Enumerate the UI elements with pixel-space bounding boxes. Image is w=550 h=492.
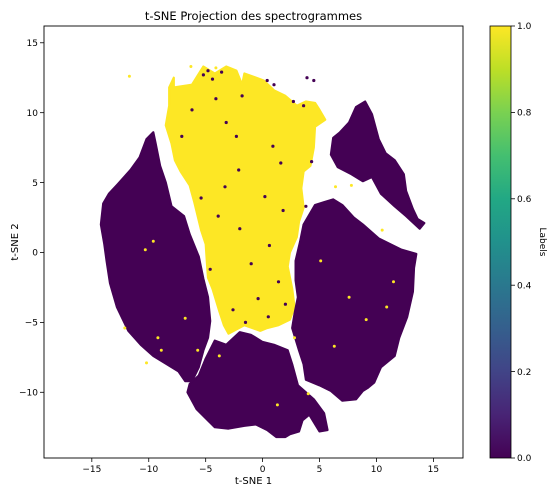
- scatter-point-label-0-18: [249, 262, 253, 266]
- scatter-point-label-1-21: [127, 74, 131, 78]
- scatter-point-label-1-18: [392, 280, 395, 284]
- scatter-point-label-1-25: [181, 165, 185, 169]
- scatter-point-label-0-9: [234, 134, 238, 138]
- x-tick-label: −5: [199, 465, 212, 475]
- x-axis: −15 −10 −5 0 5 10 15: [82, 458, 439, 475]
- scatter-point-label-1-15: [347, 295, 351, 299]
- chart-title: t-SNE Projection des spectrogrammes: [145, 9, 362, 23]
- scatter-point-label-0-34: [243, 320, 248, 324]
- scatter-point-label-1-13: [364, 318, 368, 322]
- scatter-point-label-0-26: [180, 134, 184, 138]
- scatter-point-label-0-1: [206, 69, 210, 73]
- colorbar-tick-label: 0.2: [517, 368, 531, 378]
- scatter-point-label-1-16: [319, 259, 323, 263]
- scatter-point-label-0-32: [312, 78, 316, 83]
- scatter-point-label-1-9: [275, 403, 279, 407]
- scatter-point-label-1-8: [145, 361, 148, 365]
- scatter-point-label-1-19: [349, 183, 353, 187]
- x-tick-label: 5: [317, 465, 323, 475]
- y-tick-label: 10: [27, 109, 39, 119]
- cluster-left-label-0: [99, 131, 212, 383]
- scatter-point-label-1-1: [151, 239, 155, 243]
- x-axis-label: t-SNE 1: [235, 476, 272, 487]
- scatter-point-label-0-8: [224, 120, 228, 125]
- colorbar-tick-label: 0.0: [517, 454, 532, 464]
- scatter-point-label-0-33: [199, 196, 203, 200]
- cluster-center-top-label-1: [164, 65, 327, 335]
- scatter-point-label-0-24: [291, 99, 295, 104]
- scatter-point-label-1-14: [385, 305, 389, 309]
- scatter-point-label-0-23: [302, 104, 306, 108]
- scatter-point-label-1-3: [156, 336, 160, 340]
- colorbar-axis: 0.0 0.2 0.4 0.6 0.8 1.0: [511, 22, 532, 464]
- x-tick-label: −10: [139, 465, 158, 475]
- scatter-point-label-0-31: [305, 76, 309, 80]
- colorbar-label: Labels: [537, 228, 547, 257]
- scatter-point-label-1-6: [196, 348, 200, 352]
- scatter-point-label-0-16: [238, 227, 242, 231]
- scatter-point-label-1-17: [380, 228, 384, 232]
- scatter-point-label-0-2: [210, 77, 215, 81]
- scatter-point-label-1-12: [332, 344, 336, 348]
- scatter-point-label-0-4: [265, 78, 269, 83]
- scatter-point-label-0-29: [216, 214, 220, 218]
- scatter-point-label-1-22: [214, 66, 218, 70]
- scatter-point-label-1-23: [229, 74, 233, 78]
- x-tick-label: 15: [428, 465, 439, 475]
- colorbar-tick-label: 0.6: [517, 195, 532, 205]
- scatter-point-label-0-5: [272, 83, 276, 87]
- y-tick-label: 5: [32, 179, 38, 189]
- scatter-point-label-1-4: [159, 348, 163, 352]
- y-tick-label: 0: [32, 249, 38, 259]
- scatter-point-label-1-11: [293, 336, 296, 340]
- colorbar: [489, 25, 512, 459]
- scatter-point-label-0-0: [201, 73, 205, 77]
- scatter-point-label-0-7: [214, 97, 218, 101]
- scatter-point-label-1-24: [189, 65, 193, 68]
- scatter-point-label-1-20: [334, 185, 337, 189]
- x-tick-label: 10: [371, 465, 383, 475]
- cluster-right-bottom-label-0: [291, 198, 418, 402]
- y-axis: −10 −5 0 5 10 15: [19, 39, 44, 398]
- scatter-point-label-0-21: [231, 308, 235, 312]
- scatter-point-label-1-2: [123, 326, 127, 330]
- cluster-right-top-label-0: [329, 100, 426, 230]
- y-tick-label: −10: [19, 388, 38, 398]
- scatter-point-label-0-20: [256, 297, 260, 301]
- x-tick-label: 0: [260, 465, 266, 475]
- scatter-point-label-0-19: [276, 280, 281, 284]
- scatter-point-label-1-7: [217, 354, 221, 358]
- scatter-point-label-0-11: [279, 161, 283, 165]
- scatter-point-label-0-6: [240, 94, 244, 98]
- scatter-point-label-1-5: [183, 316, 187, 320]
- scatter-point-label-0-10: [271, 144, 275, 148]
- scatter-point-label-0-25: [190, 108, 194, 112]
- scatter-point-label-0-27: [310, 160, 314, 164]
- y-axis-label: t-SNE 2: [10, 223, 21, 260]
- y-tick-label: 15: [27, 39, 38, 49]
- y-tick-label: −5: [25, 319, 38, 329]
- scatter-point-label-0-15: [281, 208, 285, 213]
- scatter-point-label-1-0: [143, 248, 147, 252]
- plot-frame: [43, 25, 464, 459]
- x-tick-label: −15: [82, 465, 101, 475]
- colorbar-tick-label: 1.0: [517, 22, 532, 32]
- scatter-point-label-0-12: [237, 168, 241, 172]
- scatter-point-label-0-17: [267, 243, 271, 248]
- scatter-point-label-0-30: [208, 267, 212, 271]
- plot-area: [99, 65, 426, 439]
- scatter-point-label-0-13: [223, 185, 227, 189]
- scatter-point-label-0-22: [266, 315, 270, 319]
- scatter-point-label-0-3: [220, 70, 224, 74]
- cluster-bottom-label-0: [186, 331, 329, 439]
- scatter-point-label-0-35: [283, 302, 287, 306]
- colorbar-tick-label: 0.8: [517, 109, 532, 119]
- scatter-point-label-1-10: [306, 392, 310, 396]
- scatter-point-label-0-28: [304, 204, 308, 208]
- colorbar-tick-label: 0.4: [517, 281, 532, 291]
- scatter-point-label-0-14: [263, 195, 267, 199]
